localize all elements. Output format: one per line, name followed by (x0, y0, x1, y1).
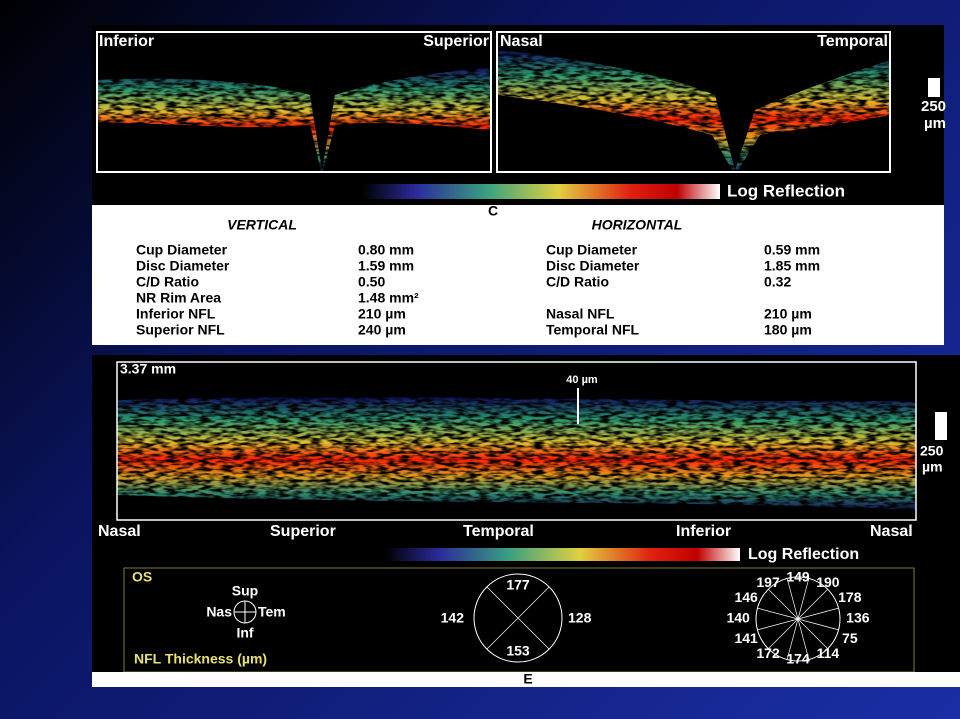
column-heading: HORIZONTAL (592, 217, 683, 233)
caption: C (488, 203, 498, 219)
clock-value: 190 (816, 574, 840, 590)
scale-bar (935, 412, 947, 440)
row-label: C/D Ratio (136, 274, 199, 290)
clock-value: 146 (734, 589, 758, 605)
column-heading: VERTICAL (227, 217, 297, 233)
clock-value: 197 (756, 574, 780, 590)
row-label: Cup Diameter (546, 242, 638, 258)
colorbar (385, 548, 740, 561)
scan-label: Superior (423, 33, 489, 50)
position-label: Nasal (870, 523, 913, 540)
colorbar (362, 184, 720, 199)
quadrant-value: 177 (506, 577, 530, 593)
scale-value: 250 (921, 98, 946, 115)
row-value: 240 µm (358, 322, 406, 338)
page: Inferior Superior Nasal Temporal 250 µm … (0, 0, 960, 719)
colorbar-label: Log Reflection (727, 181, 845, 200)
clock-value: 174 (786, 651, 810, 667)
position-label: Inferior (676, 523, 731, 540)
compass-label: Sup (232, 583, 258, 599)
scale-value: 250 (920, 443, 944, 459)
position-label: Temporal (463, 523, 534, 540)
caption: E (523, 671, 532, 687)
row-value: 1.85 mm (764, 258, 820, 274)
scan-label: Inferior (99, 33, 154, 50)
clock-value: 178 (838, 589, 862, 605)
row-value: 0.59 mm (764, 242, 820, 258)
row-value: 180 µm (764, 322, 812, 338)
clock-value: 136 (846, 610, 870, 626)
clock-value: 75 (842, 630, 858, 646)
row-label: Inferior NFL (136, 306, 216, 322)
clock-value: 114 (817, 645, 840, 661)
row-label: Temporal NFL (546, 322, 640, 338)
oct-scan-circular (117, 397, 916, 510)
row-value: 0.80 mm (358, 242, 414, 258)
position-label: Superior (270, 523, 336, 540)
clock-value: 172 (756, 645, 780, 661)
row-value: 210 µm (764, 306, 812, 322)
quadrant-value: 128 (568, 610, 592, 626)
row-label: Nasal NFL (546, 306, 615, 322)
scale-unit: µm (924, 115, 946, 132)
row-value: 1.59 mm (358, 258, 414, 274)
colorbar-label: Log Reflection (748, 546, 859, 563)
scan-label: Temporal (817, 33, 888, 50)
clock-value: 149 (786, 569, 810, 585)
eye-label: OS (132, 569, 152, 585)
row-value: 0.32 (764, 274, 791, 290)
compass-label: Tem (258, 604, 286, 620)
position-label: Nasal (98, 523, 141, 540)
row-value: 0.50 (358, 274, 385, 290)
scale-unit: µm (922, 459, 943, 475)
row-label: Superior NFL (136, 322, 225, 338)
clock-value: 141 (734, 630, 758, 646)
row-label: C/D Ratio (546, 274, 609, 290)
compass-label: Inf (236, 625, 253, 641)
row-label: Cup Diameter (136, 242, 228, 258)
scan-length: 3.37 mm (120, 361, 176, 377)
row-value: 1.48 mm² (358, 290, 419, 306)
row-value: 210 µm (358, 306, 406, 322)
slide: Inferior Superior Nasal Temporal 250 µm … (0, 0, 960, 719)
row-label: Disc Diameter (136, 258, 230, 274)
row-label: NR Rim Area (136, 290, 221, 306)
quadrant-value: 153 (506, 643, 530, 659)
marker-label: 40 µm (566, 374, 598, 386)
clock-value: 140 (726, 610, 750, 626)
quadrant-value: 142 (441, 610, 465, 626)
row-label: Disc Diameter (546, 258, 640, 274)
scale-bar (928, 78, 940, 97)
compass-label: Nas (206, 604, 232, 620)
nfl-title: NFL Thickness (µm) (134, 651, 267, 667)
scan-label: Nasal (500, 33, 543, 50)
